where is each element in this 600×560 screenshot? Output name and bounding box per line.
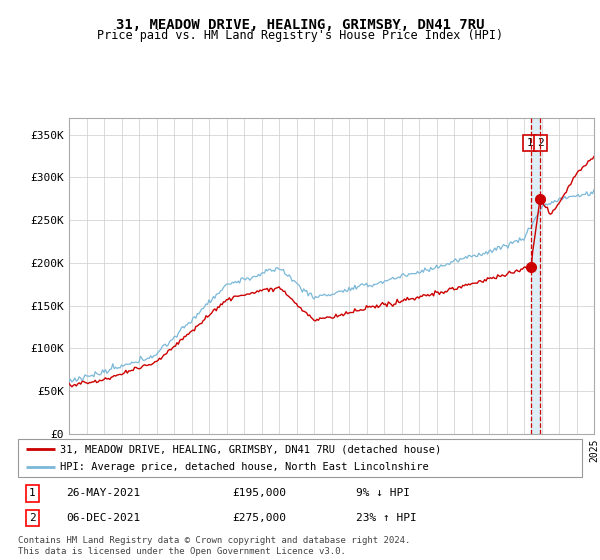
- FancyBboxPatch shape: [18, 439, 582, 477]
- Text: 26-MAY-2021: 26-MAY-2021: [66, 488, 140, 498]
- Text: 2: 2: [538, 138, 544, 148]
- Text: 2: 2: [29, 513, 35, 523]
- Text: £275,000: £275,000: [232, 513, 286, 523]
- Text: 31, MEADOW DRIVE, HEALING, GRIMSBY, DN41 7RU (detached house): 31, MEADOW DRIVE, HEALING, GRIMSBY, DN41…: [60, 444, 442, 454]
- Text: 1: 1: [29, 488, 35, 498]
- Text: 1: 1: [526, 138, 533, 148]
- Text: 23% ↑ HPI: 23% ↑ HPI: [356, 513, 417, 523]
- Text: HPI: Average price, detached house, North East Lincolnshire: HPI: Average price, detached house, Nort…: [60, 462, 429, 472]
- Text: 06-DEC-2021: 06-DEC-2021: [66, 513, 140, 523]
- Bar: [530, 118, 540, 434]
- Text: 31, MEADOW DRIVE, HEALING, GRIMSBY, DN41 7RU: 31, MEADOW DRIVE, HEALING, GRIMSBY, DN41…: [116, 18, 484, 32]
- Text: Price paid vs. HM Land Registry's House Price Index (HPI): Price paid vs. HM Land Registry's House …: [97, 29, 503, 42]
- Text: Contains HM Land Registry data © Crown copyright and database right 2024.
This d: Contains HM Land Registry data © Crown c…: [18, 536, 410, 556]
- Text: 9% ↓ HPI: 9% ↓ HPI: [356, 488, 410, 498]
- Text: £195,000: £195,000: [232, 488, 286, 498]
